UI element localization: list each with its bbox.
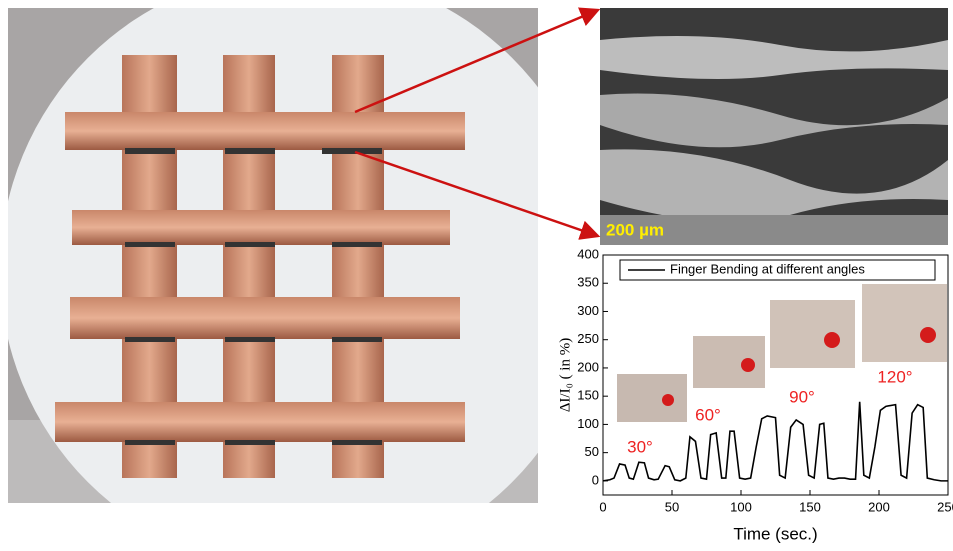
- legend-box: [619, 259, 936, 281]
- x-axis-label: Time (sec.): [733, 524, 817, 543]
- annotation: 60°: [695, 405, 721, 424]
- y-tick-label: 300: [577, 303, 599, 318]
- annotation: 90°: [789, 387, 815, 406]
- annotation: 30°: [627, 437, 653, 456]
- x-tick-label: 200: [868, 499, 890, 514]
- y-tick-label: 0: [592, 472, 599, 487]
- x-tick-label: 150: [799, 499, 821, 514]
- annotation: 120°: [877, 367, 912, 386]
- scale-bar-label: 200 µm: [606, 220, 664, 239]
- x-tick-label: 0: [599, 499, 606, 514]
- x-tick-label: 250: [937, 499, 953, 514]
- y-tick-label: 150: [577, 388, 599, 403]
- y-tick-label: 200: [577, 359, 599, 374]
- legend-label: Finger Bending at different angles: [670, 261, 865, 276]
- photo: [8, 8, 538, 503]
- y-axis-label: ΔI/I₀ ( in %): [557, 338, 573, 412]
- x-tick-label: 50: [665, 499, 679, 514]
- y-tick-label: 250: [577, 331, 599, 346]
- y-tick-label: 50: [585, 444, 599, 459]
- sem-image: 200 µm: [600, 8, 948, 245]
- arrow: [354, 150, 601, 240]
- y-tick-label: 350: [577, 275, 599, 290]
- y-tick-label: 400: [577, 246, 599, 261]
- arrow: [354, 7, 601, 114]
- data-line: [602, 401, 948, 482]
- plot-frame: [602, 254, 949, 496]
- inset-photos: [617, 284, 947, 422]
- y-tick-label: 100: [577, 416, 599, 431]
- x-tick-label: 100: [730, 499, 752, 514]
